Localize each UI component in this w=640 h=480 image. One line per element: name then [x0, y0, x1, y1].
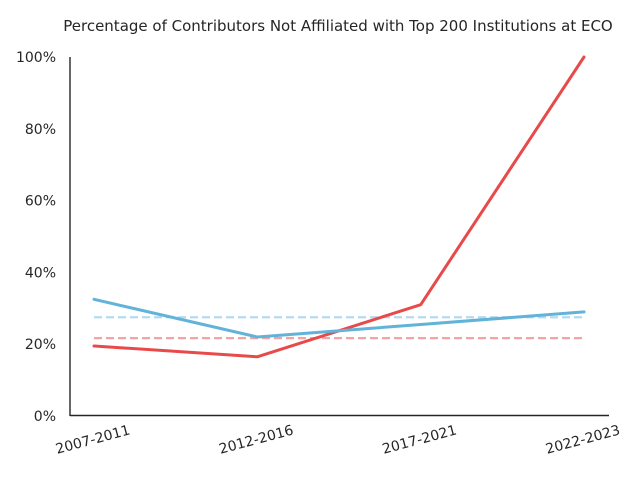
reference-lines [94, 316, 584, 340]
x-axis-ticks: 2007-2011 2012-2016 2017-2021 2022-2023 [54, 423, 622, 458]
y-axis-ticks: 0% 20% 40% 60% 80% 100% [16, 50, 56, 425]
series-line-2 [92, 297, 586, 339]
x-tick-label: 2007-2011 [54, 423, 132, 458]
y-tick-label: 0% [34, 409, 56, 425]
x-tick-label: 2017-2021 [381, 423, 459, 458]
x-tick-label: 2012-2016 [217, 423, 295, 458]
y-tick-label: 20% [25, 337, 56, 353]
y-tick-label: 80% [25, 122, 56, 138]
y-tick-label: 40% [25, 265, 56, 281]
series-lines [92, 55, 586, 359]
chart-title: Percentage of Contributors Not Affiliate… [63, 17, 613, 35]
y-tick-label: 60% [25, 194, 56, 210]
y-tick-label: 100% [16, 50, 56, 66]
series-line-1 [92, 55, 586, 359]
x-tick-label: 2022-2023 [544, 423, 622, 458]
